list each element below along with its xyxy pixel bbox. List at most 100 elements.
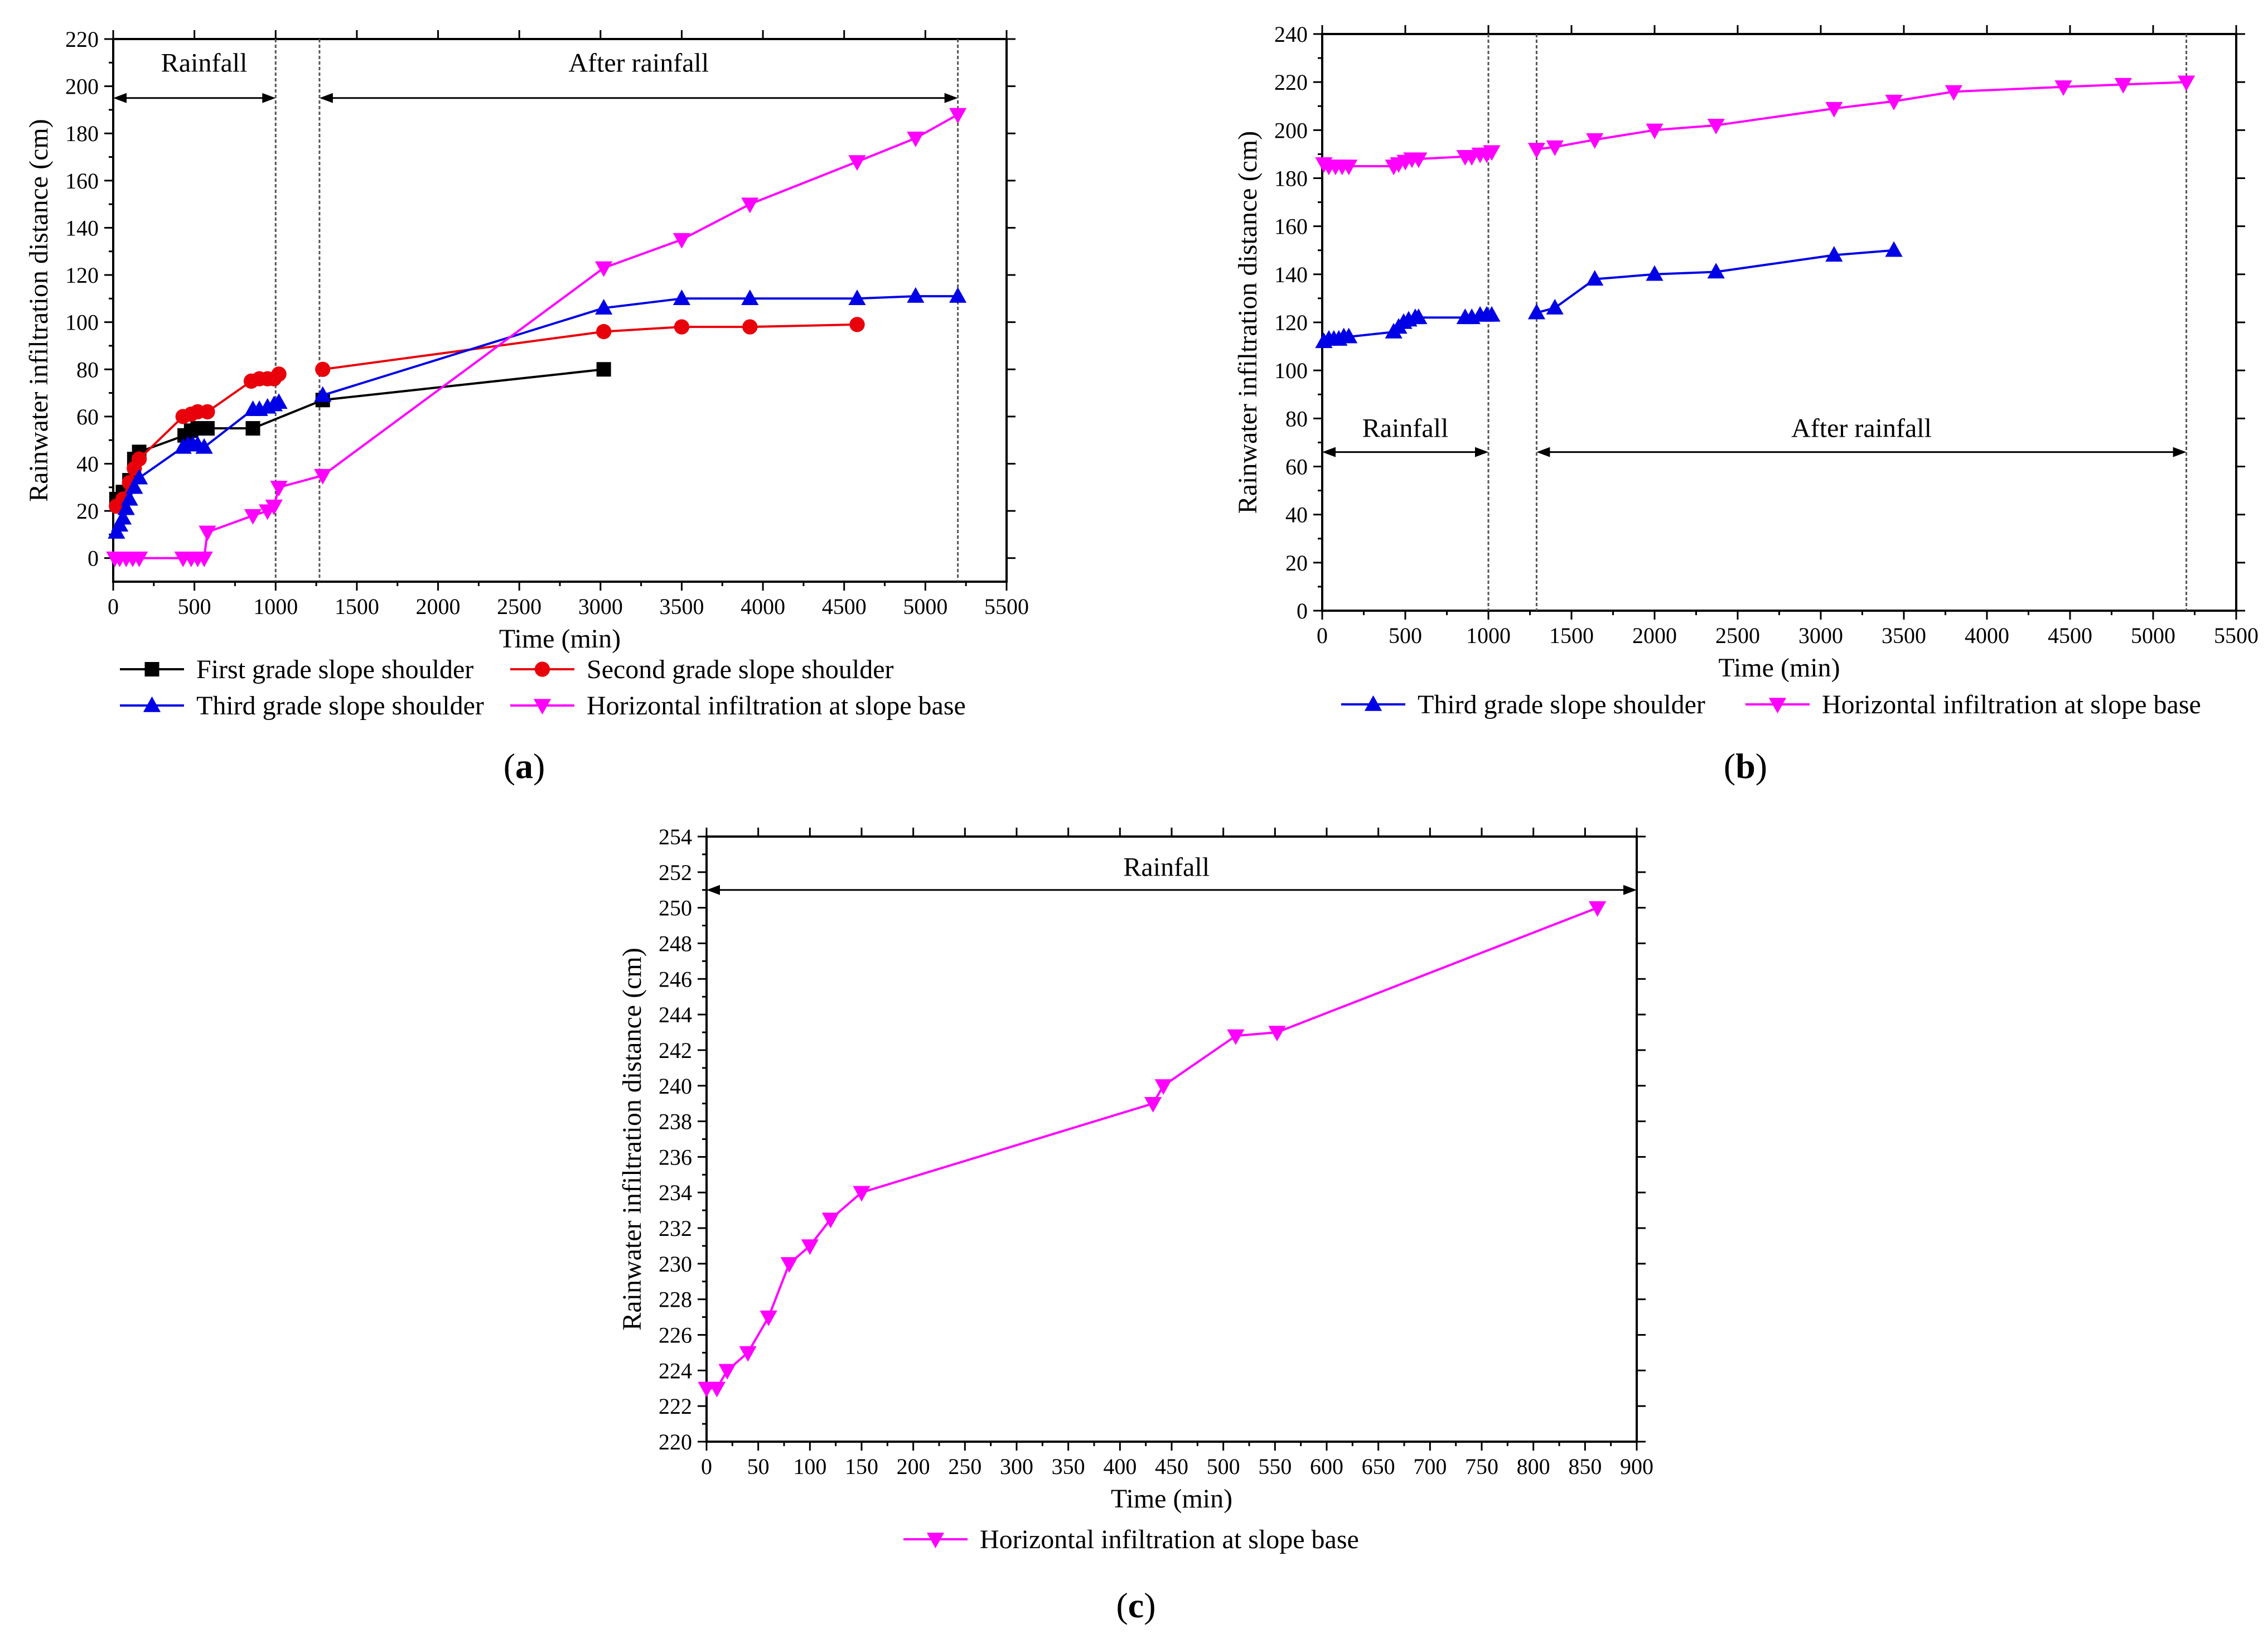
panel-label-letter: a: [515, 746, 533, 786]
annotation-label: Rainfall: [1123, 852, 1210, 882]
data-point: [244, 509, 262, 525]
y-tick-label: 180: [1274, 166, 1308, 191]
x-tick-label: 350: [1052, 1454, 1085, 1479]
data-point: [1586, 270, 1604, 286]
y-tick-label: 140: [65, 215, 99, 240]
x-tick-label: 100: [793, 1454, 826, 1479]
panel-label-close: ): [533, 746, 545, 786]
panel-label: (a): [504, 746, 545, 786]
panel-label: (c): [1116, 1586, 1155, 1625]
data-point: [130, 468, 148, 485]
data-point: [1546, 140, 1564, 156]
panel-label-close: ): [1144, 1586, 1155, 1625]
data-point: [1885, 241, 1903, 257]
legend-marker: [534, 661, 550, 677]
legend-label: Horizontal infiltration at slope base: [1822, 690, 2201, 719]
x-tick-label: 500: [1207, 1454, 1240, 1479]
data-point: [1410, 152, 1428, 168]
data-point: [1483, 145, 1501, 161]
y-tick-label: 240: [1274, 22, 1308, 47]
data-point: [117, 499, 135, 515]
y-tick-label: 240: [659, 1074, 692, 1099]
data-point: [245, 421, 260, 436]
arrow-head-left: [113, 93, 127, 103]
y-tick-label: 234: [659, 1180, 692, 1205]
x-tick-label: 5500: [984, 594, 1029, 619]
x-tick-label: 1000: [1466, 623, 1511, 648]
y-tick-label: 236: [659, 1144, 692, 1170]
data-point: [949, 287, 967, 303]
legend-label: First grade slope shoulder: [196, 655, 473, 684]
data-point: [741, 197, 759, 214]
data-point: [760, 1310, 777, 1326]
y-tick-label: 228: [659, 1287, 692, 1312]
y-tick-label: 220: [659, 1429, 692, 1454]
legend-label: Horizontal infiltration at slope base: [587, 691, 966, 721]
data-point: [195, 551, 213, 567]
x-tick-label: 3000: [578, 594, 623, 619]
y-tick-label: 238: [659, 1109, 692, 1134]
legend-label: Horizontal infiltration at slope base: [980, 1525, 1359, 1554]
data-point: [1546, 298, 1564, 315]
y-tick-label: 140: [1274, 262, 1308, 287]
x-axis-title: Time (min): [1111, 1484, 1232, 1514]
y-tick-label: 100: [65, 310, 99, 335]
x-tick-label: 5000: [903, 594, 947, 619]
x-tick-label: 3000: [1798, 623, 1843, 648]
x-tick-label: 500: [1389, 623, 1422, 648]
x-tick-label: 700: [1413, 1454, 1447, 1479]
panel-b: 0 500 1000 1500 2000 2500 3000 3500 4000 4500 5000…: [1233, 22, 2259, 786]
data-point: [2054, 80, 2072, 96]
data-point: [1825, 246, 1843, 262]
annotation-label: After rainfall: [568, 48, 709, 78]
data-point: [780, 1257, 798, 1273]
x-tick-label: 300: [1000, 1454, 1033, 1479]
data-point: [271, 366, 287, 382]
data-point: [907, 131, 925, 147]
data-point: [1825, 102, 1843, 118]
data-point: [1268, 1026, 1286, 1042]
data-point: [125, 478, 143, 494]
data-point: [131, 451, 147, 467]
data-point: [1527, 143, 1546, 159]
y-tick-label: 0: [88, 546, 99, 571]
panel-label-close: ): [1756, 746, 1767, 786]
arrow-head-right: [1623, 885, 1637, 895]
x-tick-label: 1500: [335, 594, 379, 619]
annotation-label: After rainfall: [1791, 414, 1932, 443]
y-tick-label: 160: [1274, 214, 1308, 239]
x-tick-label: 650: [1362, 1454, 1395, 1479]
data-point: [314, 468, 332, 485]
x-tick-label: 400: [1103, 1454, 1137, 1479]
x-tick-label: 2500: [1715, 623, 1760, 648]
arrow-head-left: [1536, 447, 1550, 457]
x-tick-label: 450: [1155, 1454, 1188, 1479]
data-point: [1885, 94, 1903, 110]
data-point: [1707, 119, 1725, 134]
x-tick-label: 1500: [1549, 623, 1594, 648]
legend-label: Third grade slope shoulder: [1418, 690, 1705, 719]
x-tick-label: 0: [108, 594, 119, 619]
y-tick-label: 60: [76, 404, 99, 429]
x-tick-label: 500: [178, 594, 211, 619]
y-tick-label: 200: [65, 74, 99, 99]
data-point: [673, 289, 691, 306]
data-point: [315, 361, 331, 377]
data-point: [907, 287, 925, 303]
data-point: [821, 1212, 839, 1229]
x-tick-label: 4500: [822, 594, 867, 619]
x-tick-label: 3500: [1882, 623, 1926, 648]
legend-label: Second grade slope shoulder: [587, 655, 894, 684]
arrow-head-left: [707, 885, 720, 895]
y-tick-label: 80: [76, 357, 99, 382]
data-point: [739, 1346, 757, 1362]
data-point: [949, 108, 967, 124]
legend-marker: [1768, 698, 1787, 714]
legend-marker: [144, 662, 159, 676]
data-point: [1586, 133, 1604, 149]
x-tick-label: 0: [701, 1454, 712, 1479]
y-axis-title: Rainwater infiltration distance (cm): [617, 948, 647, 1330]
x-tick-label: 5500: [2214, 623, 2259, 648]
y-tick-label: 252: [659, 860, 692, 885]
